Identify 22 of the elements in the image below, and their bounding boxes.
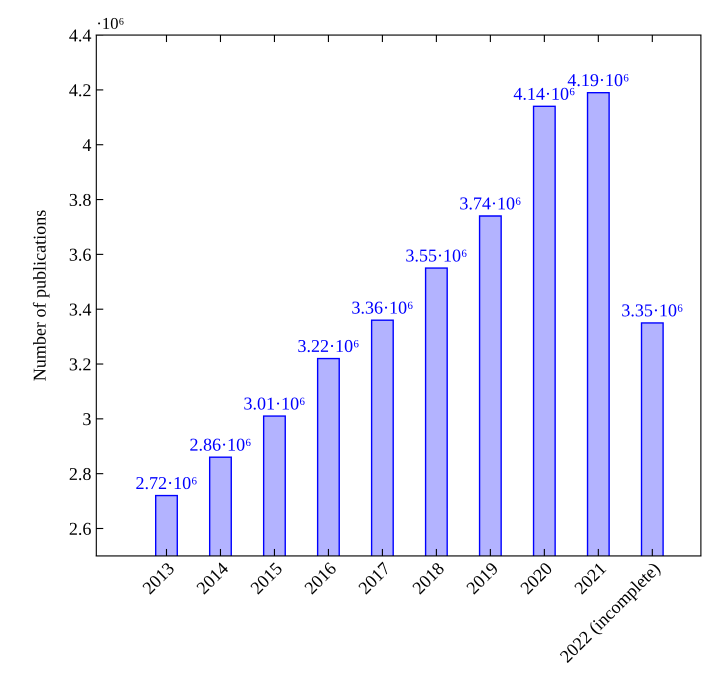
annotation: 3.22·10⁶ xyxy=(298,340,359,352)
annotation: 2.72·10⁶ xyxy=(136,476,197,490)
y-tick-label: 3.8 xyxy=(70,194,91,206)
y-tick-label: 4.4 xyxy=(69,29,92,42)
annotation: 3.36·10⁶ xyxy=(352,302,413,314)
annotation: 2.86·10⁶ xyxy=(190,438,251,451)
y-tick-label: 2.8 xyxy=(70,468,91,480)
annotation: 3.55·10⁶ xyxy=(406,249,467,262)
annotation: 3.01·10⁶ xyxy=(244,397,305,410)
y-tick-label: 2.6 xyxy=(70,522,91,536)
y-tick-label: 3 xyxy=(83,413,91,426)
y-tick-label: 3.4 xyxy=(70,304,92,316)
annotation: 4.14·10⁶ xyxy=(514,88,574,100)
annotation: 3.35·10⁶ xyxy=(622,304,682,317)
y-axis-title: Number of publications xyxy=(32,210,50,381)
y-tick-label: 4 xyxy=(82,139,92,151)
y-tick-label: 4.2 xyxy=(69,84,90,96)
annotation: 3.74·10⁶ xyxy=(460,197,521,210)
annotation: 4.19·10⁶ xyxy=(568,74,628,86)
text: ·10⁶ xyxy=(98,18,124,30)
y-tick-label: 3.6 xyxy=(70,248,91,261)
y-tick-label: 3.2 xyxy=(70,358,90,371)
